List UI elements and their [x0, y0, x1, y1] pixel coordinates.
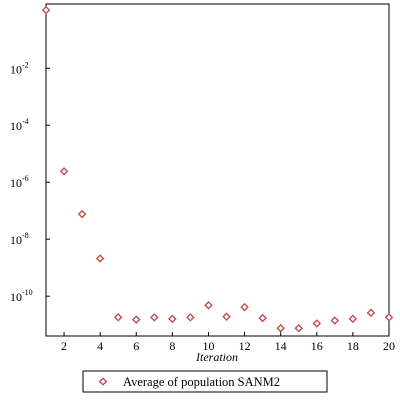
- data-point: [240, 302, 249, 312]
- y-tick-exponent: -10: [22, 288, 33, 297]
- y-tick-label: 10-8: [10, 231, 29, 247]
- data-point: [59, 167, 69, 176]
- data-point: [113, 313, 123, 322]
- x-tick-label: 16: [311, 339, 323, 353]
- data-point: [131, 315, 141, 324]
- x-tick-label: 2: [61, 339, 67, 353]
- y-tick-label: 10-10: [10, 288, 33, 304]
- x-tick-label: 8: [169, 339, 175, 353]
- y-tick-exponent: -6: [22, 174, 29, 183]
- x-tick-label: 12: [239, 339, 251, 353]
- x-tick-label: 10: [202, 339, 214, 353]
- y-tick-label: 10-4: [10, 117, 29, 133]
- data-point: [41, 5, 51, 15]
- y-tick-exponent: -2: [22, 60, 29, 69]
- data-point: [222, 312, 231, 322]
- data-point: [168, 314, 177, 324]
- data-point: [150, 313, 159, 322]
- y-tick-exponent: -8: [22, 231, 29, 240]
- data-point: [348, 314, 358, 324]
- plot-frame: [45, 3, 390, 337]
- y-tick-label: 10-2: [10, 60, 29, 76]
- x-tick-label: 18: [347, 339, 359, 353]
- data-point: [312, 319, 322, 328]
- x-axis-ticks: 2 4 6 8 10 12 14 16 18 20: [61, 332, 395, 353]
- data-points: [41, 5, 394, 333]
- y-tick-base: 10: [10, 233, 22, 247]
- data-point: [95, 254, 105, 263]
- y-tick-base: 10: [10, 62, 22, 76]
- x-tick-label: 4: [97, 339, 103, 353]
- data-point: [294, 323, 304, 333]
- data-point: [204, 300, 213, 310]
- legend-marker-diamond: [98, 377, 108, 386]
- legend-box: [82, 370, 328, 393]
- x-tick-label: 14: [275, 339, 287, 353]
- data-point: [330, 316, 340, 325]
- x-axis-label: Iteration: [195, 350, 238, 364]
- y-tick-base: 10: [10, 290, 22, 304]
- y-axis-ticks: 10-210-410-610-810-10: [10, 60, 50, 304]
- y-tick-label: 10-6: [10, 174, 29, 190]
- data-point: [77, 209, 87, 219]
- x-tick-label: 20: [383, 339, 395, 353]
- y-tick-base: 10: [10, 176, 22, 190]
- data-point: [186, 313, 195, 322]
- y-tick-base: 10: [10, 119, 22, 133]
- data-point: [366, 308, 376, 318]
- y-tick-exponent: -4: [22, 117, 29, 126]
- x-tick-label: 6: [133, 339, 139, 353]
- legend-marker: [98, 377, 108, 386]
- legend-label: Average of population SANM2: [123, 375, 280, 389]
- data-point: [384, 313, 394, 322]
- data-point: [258, 313, 267, 323]
- data-point: [276, 323, 285, 333]
- legend: Average of population SANM2: [82, 370, 328, 393]
